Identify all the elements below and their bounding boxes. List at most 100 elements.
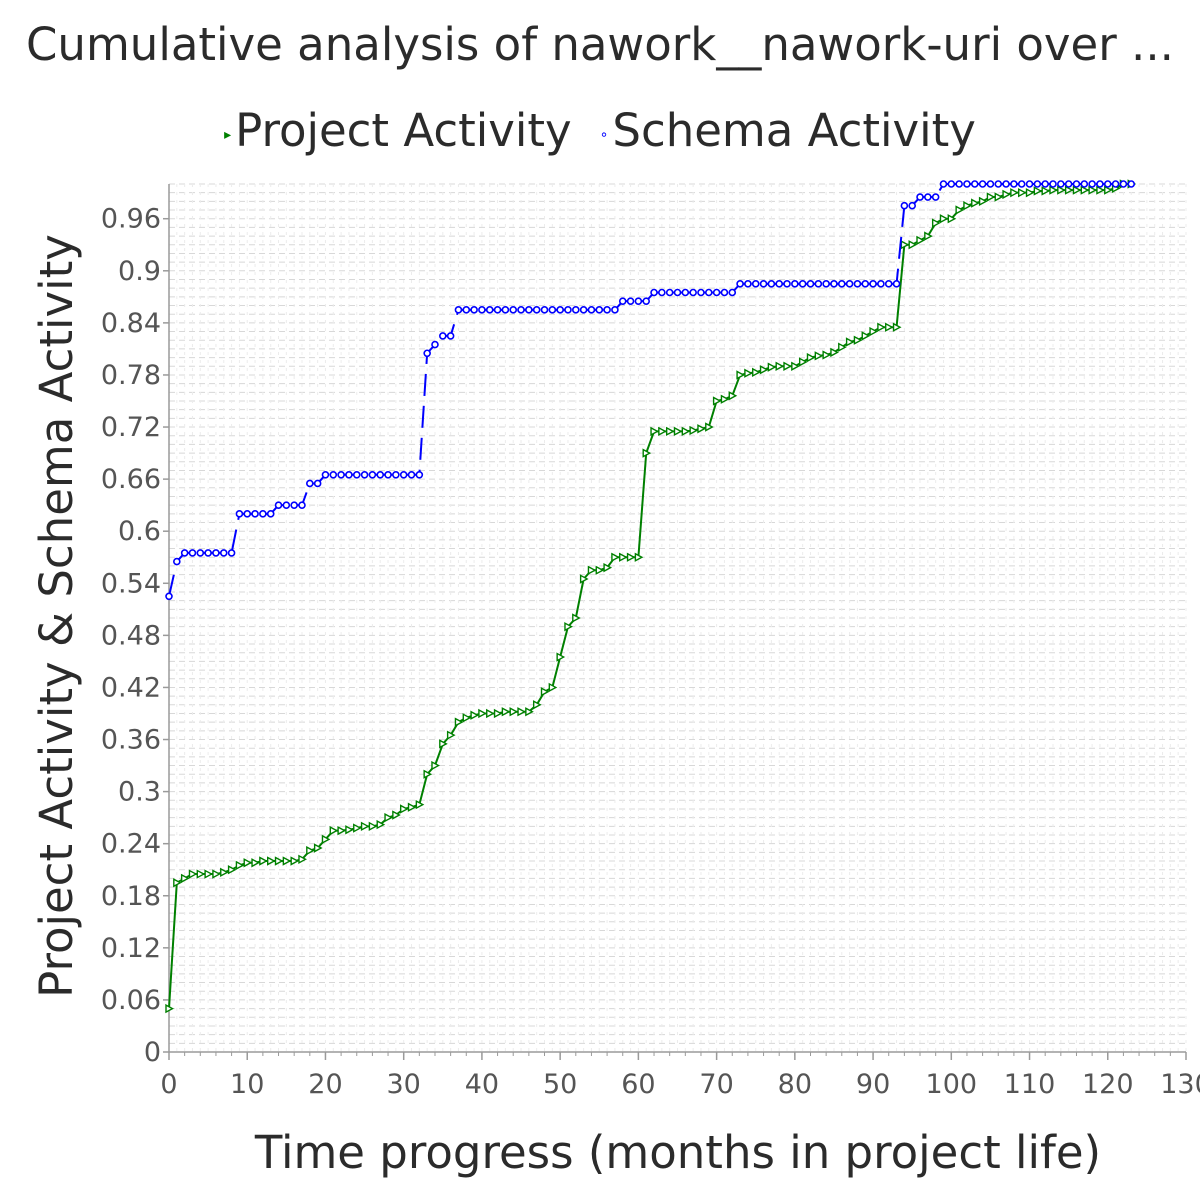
data-point (775, 280, 784, 288)
data-point (1096, 180, 1104, 188)
data-point (752, 367, 761, 378)
data-point (603, 562, 613, 573)
data-point (908, 201, 916, 210)
data-point (1127, 180, 1136, 188)
data-point (924, 231, 933, 241)
data-point (173, 557, 181, 566)
data-point (572, 613, 581, 623)
axes (163, 184, 1187, 1060)
data-point (579, 574, 589, 584)
data-point (337, 825, 347, 836)
data-point (196, 869, 206, 879)
data-point (212, 549, 220, 557)
data-point (1096, 185, 1105, 195)
data-point (376, 819, 386, 830)
x-tick-label: 90 (856, 1069, 890, 1100)
data-point (861, 280, 870, 288)
data-point (345, 825, 354, 835)
data-point (665, 288, 674, 297)
data-point (259, 856, 268, 866)
data-point (298, 854, 307, 864)
data-point (227, 865, 237, 875)
grid-lines (168, 183, 1187, 1053)
data-point (994, 180, 1003, 188)
data-point (399, 470, 408, 479)
legend-item-schema-activity[interactable]: ∘ Schema Activity (600, 104, 976, 157)
data-point (978, 196, 988, 207)
data-point (454, 306, 463, 314)
series-project-activity (165, 179, 1137, 1014)
data-point (744, 280, 752, 288)
data-point (1041, 180, 1049, 188)
series-layer (165, 179, 1137, 1014)
data-point (173, 878, 182, 888)
data-point (783, 361, 792, 371)
data-point (947, 214, 957, 224)
data-point (486, 708, 495, 719)
y-tick-label: 0.84 (101, 308, 161, 339)
data-point (321, 834, 331, 845)
data-point (1010, 180, 1018, 188)
y-tick-label: 0.96 (101, 204, 161, 235)
data-point (697, 424, 706, 434)
data-point (517, 306, 525, 314)
data-point (978, 180, 987, 188)
y-tick-label: 0.24 (101, 829, 161, 860)
data-point (1025, 188, 1035, 198)
data-point (579, 306, 588, 314)
data-point (298, 501, 306, 509)
data-point (665, 426, 675, 437)
data-point (1103, 180, 1112, 188)
data-point (618, 297, 627, 305)
data-point (759, 280, 768, 288)
data-point (360, 821, 370, 831)
data-point (971, 198, 980, 208)
data-point (877, 280, 885, 288)
data-point (806, 352, 816, 363)
x-tick-label: 0 (160, 1069, 177, 1100)
data-point (767, 280, 776, 288)
legend-marker-project-activity: ▸ (224, 126, 232, 143)
data-point (337, 470, 345, 479)
data-point (837, 280, 846, 288)
data-point (900, 240, 910, 250)
chart-title: Cumulative analysis of nawork__nawork-ur… (26, 18, 1174, 71)
data-point (306, 479, 314, 488)
y-tick-label: 0.78 (101, 360, 161, 391)
data-point (720, 394, 730, 404)
data-point (1111, 180, 1120, 188)
x-tick-label: 100 (926, 1069, 978, 1100)
data-point (1080, 185, 1090, 195)
data-point (611, 306, 619, 314)
data-point (540, 306, 549, 314)
data-point (306, 845, 315, 856)
data-point (165, 592, 173, 601)
data-point (1119, 180, 1128, 188)
data-point (704, 288, 713, 297)
series-schema-activity (165, 180, 1136, 601)
data-point (204, 869, 214, 879)
data-point (493, 708, 503, 719)
data-point (869, 326, 879, 337)
y-axis-label: Project Activity & Schema Activity (30, 234, 83, 998)
legend-label-project-activity: Project Activity (235, 104, 572, 157)
data-point (1002, 180, 1010, 188)
data-point (822, 350, 832, 360)
data-point (313, 843, 323, 853)
data-point (243, 510, 252, 518)
x-tick-label: 80 (778, 1069, 812, 1100)
data-point (431, 340, 439, 349)
data-point (642, 297, 651, 305)
data-point (963, 201, 972, 211)
data-point (266, 510, 275, 518)
data-point (947, 180, 956, 188)
data-point (501, 306, 510, 314)
legend-item-project-activity[interactable]: ▸ Project Activity (224, 104, 572, 157)
data-point (1057, 185, 1066, 195)
data-point (243, 858, 253, 868)
data-point (744, 368, 753, 378)
y-tick-label: 0.36 (101, 725, 161, 756)
data-point (564, 306, 572, 314)
data-point (446, 332, 455, 340)
data-point (180, 873, 190, 884)
